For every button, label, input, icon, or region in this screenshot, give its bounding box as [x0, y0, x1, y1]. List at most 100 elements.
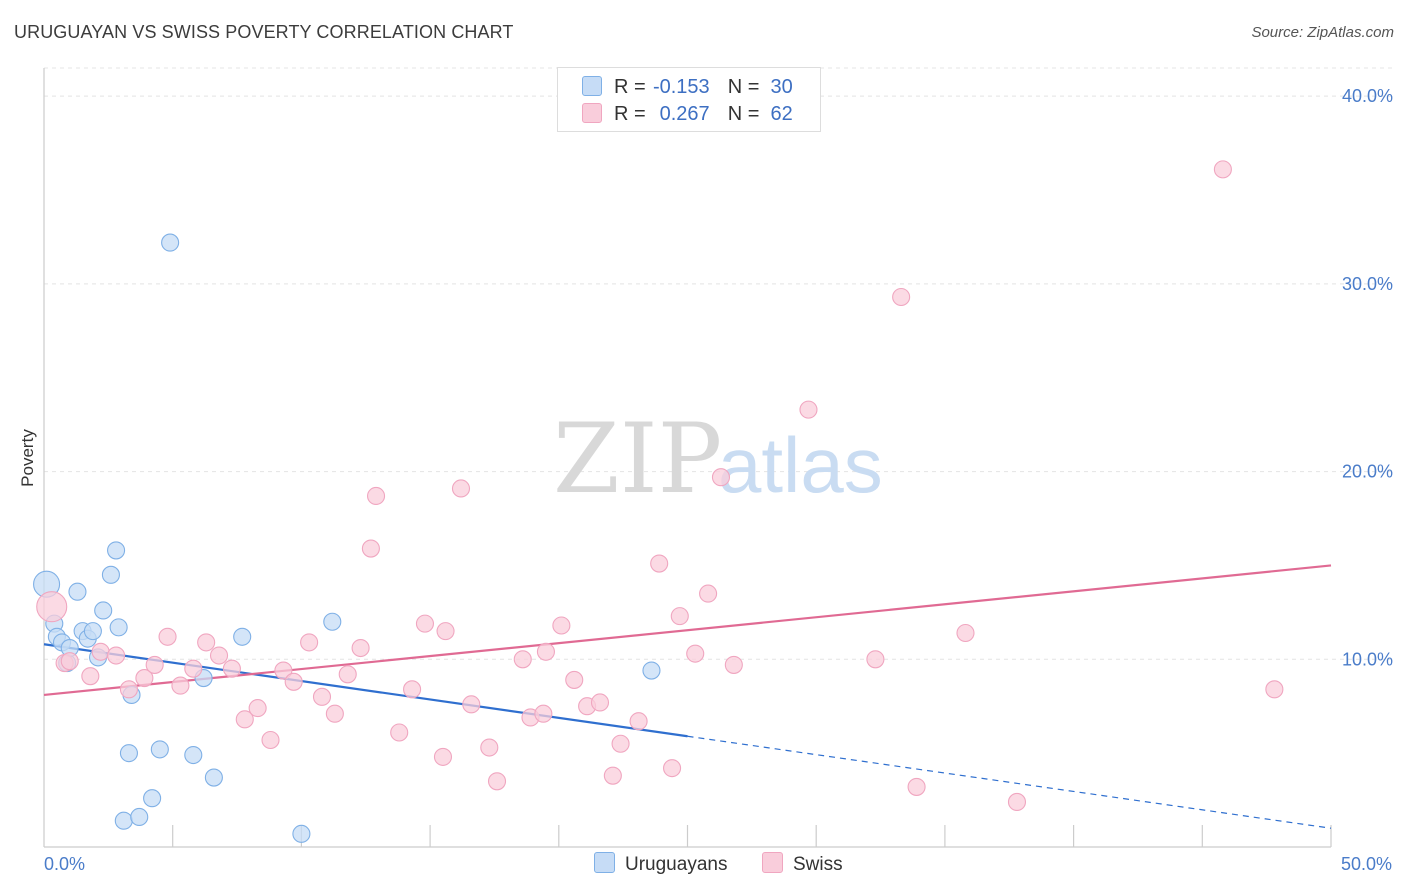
data-point: [552, 616, 571, 635]
series-label-swiss: Swiss: [793, 854, 843, 875]
data-point: [390, 723, 409, 742]
legend-r-label: R =: [614, 103, 646, 125]
data-point: [109, 618, 128, 637]
data-point: [91, 642, 110, 661]
data-point: [248, 699, 267, 718]
data-point: [68, 582, 87, 601]
data-points: [33, 160, 1284, 843]
data-point: [892, 287, 911, 307]
data-point: [603, 766, 622, 785]
y-tick-label: 20.0%: [1342, 462, 1393, 482]
data-point: [1265, 680, 1284, 699]
legend-n-value: 30: [770, 76, 793, 98]
legend-n-label: N =: [727, 76, 760, 98]
y-tick-label: 10.0%: [1342, 649, 1393, 669]
data-point: [907, 777, 926, 796]
data-point: [866, 650, 885, 669]
data-point: [480, 738, 499, 757]
data-point: [642, 661, 661, 680]
data-point: [94, 601, 113, 620]
data-point: [209, 646, 229, 665]
data-point: [197, 633, 216, 652]
data-point: [351, 638, 370, 658]
gridlines: [44, 67, 1394, 660]
data-point: [956, 623, 975, 643]
legend-swatch-swiss: [582, 103, 602, 123]
data-point: [629, 712, 648, 731]
data-point: [536, 642, 555, 661]
data-point: [451, 479, 471, 498]
series-swatch-uruguayans: [594, 852, 615, 873]
data-point: [487, 772, 507, 791]
data-point: [204, 768, 223, 787]
data-point: [670, 607, 689, 626]
data-point: [119, 680, 138, 699]
data-point: [1213, 160, 1232, 179]
data-point: [338, 665, 357, 684]
series-legend-swiss: Swiss: [762, 852, 843, 876]
data-point: [415, 614, 435, 633]
y-tick-labels: 10.0% 20.0% 30.0% 40.0%: [1342, 86, 1393, 669]
data-point: [60, 652, 79, 671]
data-point: [513, 650, 532, 669]
series-swatch-swiss: [762, 852, 783, 873]
data-point: [274, 661, 293, 680]
data-point: [158, 627, 177, 646]
data-point: [462, 695, 481, 714]
trend-line: [43, 564, 1332, 697]
data-point: [222, 659, 241, 678]
legend-n-label: N =: [727, 103, 760, 125]
y-tick-label: 40.0%: [1342, 86, 1393, 106]
data-point: [711, 468, 731, 487]
x-axis-ticks: [172, 825, 1332, 847]
legend-n-value: 62: [770, 103, 793, 125]
data-point: [114, 811, 133, 830]
data-point: [235, 710, 254, 729]
data-point: [83, 622, 102, 641]
series-label-uruguayans: Uruguayans: [625, 854, 728, 875]
data-point: [119, 744, 138, 763]
data-point: [300, 633, 319, 652]
legend-r-value: 0.267: [659, 103, 710, 125]
data-point: [799, 400, 818, 419]
data-point: [366, 486, 386, 506]
data-point: [323, 612, 342, 631]
data-point: [433, 747, 453, 766]
data-point: [590, 693, 610, 712]
data-point: [81, 667, 100, 686]
data-point: [130, 807, 149, 827]
data-point: [171, 676, 190, 695]
legend-row-uruguayans: R = -0.153 N = 30: [582, 76, 793, 100]
x-tick-label-min: 0.0%: [44, 854, 85, 874]
data-point: [663, 759, 682, 778]
data-point: [686, 644, 705, 663]
data-point: [699, 584, 718, 603]
data-point: [650, 554, 669, 573]
data-point: [184, 659, 203, 678]
y-axis-label: Poverty: [18, 429, 37, 487]
data-point: [184, 745, 203, 765]
legend-row-swiss: R = 0.267 N = 62: [582, 103, 793, 127]
data-point: [312, 687, 332, 706]
y-tick-label: 30.0%: [1342, 274, 1393, 294]
trend-line: [43, 643, 688, 738]
series-legend-uruguayans: Uruguayans: [594, 852, 727, 876]
chart-title: URUGUAYAN VS SWISS POVERTY CORRELATION C…: [14, 22, 514, 42]
correlation-legend: R = -0.153 N = 30 R = 0.267 N = 62: [557, 67, 821, 132]
data-point: [724, 655, 743, 674]
data-point: [565, 670, 584, 689]
data-point: [436, 622, 455, 641]
legend-r-label: R =: [614, 76, 646, 98]
data-point: [325, 704, 344, 723]
data-point: [261, 730, 280, 750]
data-point: [284, 672, 303, 691]
chart-source: Source: ZipAtlas.com: [1251, 24, 1394, 41]
data-point: [150, 740, 169, 759]
data-point: [101, 565, 120, 584]
data-point: [36, 591, 68, 623]
watermark-zip: ZIP: [553, 403, 722, 515]
watermark-atlas: atlas: [718, 421, 883, 509]
x-tick-label-max: 50.0%: [1341, 854, 1392, 874]
data-point: [403, 680, 422, 699]
